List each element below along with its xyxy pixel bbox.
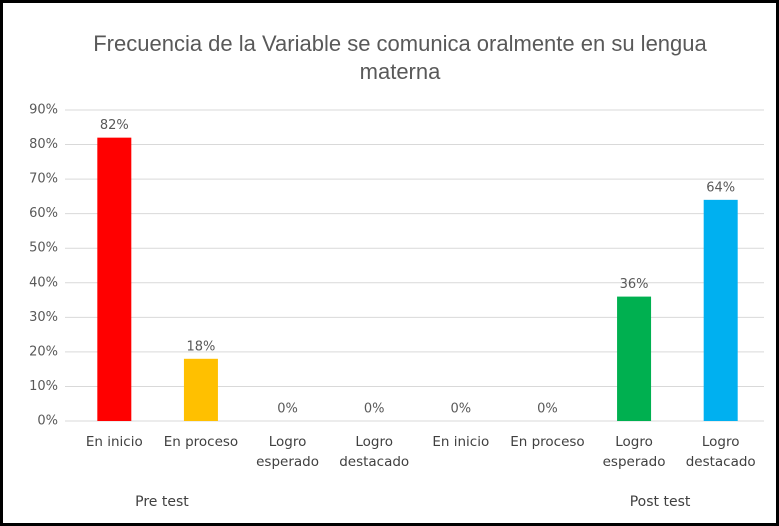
- data-label: 82%: [100, 118, 129, 133]
- y-tick-label: 40%: [29, 275, 58, 290]
- x-tick-label: Logro destacado: [339, 434, 410, 470]
- y-tick-label: 80%: [29, 137, 58, 152]
- y-tick-label: 50%: [29, 241, 58, 256]
- bar: [97, 137, 132, 421]
- x-tick-label: En inicio: [432, 434, 490, 450]
- group-label: Post test: [629, 494, 691, 510]
- data-label: 0%: [451, 402, 472, 417]
- y-tick-label: 30%: [29, 310, 58, 325]
- data-label: 36%: [620, 277, 649, 292]
- y-tick-label: 70%: [29, 172, 58, 187]
- x-tick-label: Logro esperado: [602, 434, 666, 470]
- bar: [617, 296, 652, 421]
- data-label: 0%: [537, 402, 558, 417]
- y-tick-label: 20%: [29, 344, 58, 359]
- data-label: 18%: [186, 339, 215, 354]
- data-label: 0%: [364, 402, 385, 417]
- y-tick-label: 0%: [37, 414, 58, 429]
- x-tick-label: En proceso: [163, 434, 239, 450]
- y-tick-label: 90%: [29, 103, 58, 118]
- chart-title: Frecuencia de la Variable se comunica or…: [93, 31, 707, 84]
- x-tick-label: Logro destacado: [685, 434, 756, 470]
- x-tick-label: Logro esperado: [256, 434, 319, 470]
- data-label: 0%: [277, 402, 298, 417]
- y-tick-label: 10%: [29, 379, 58, 394]
- x-tick-label: En proceso: [510, 434, 585, 450]
- bar: [703, 199, 738, 421]
- group-label: Pre test: [135, 494, 189, 510]
- x-tick-label: En inicio: [85, 434, 143, 450]
- y-tick-label: 60%: [29, 206, 58, 221]
- bar: [183, 358, 218, 421]
- data-label: 64%: [706, 180, 735, 195]
